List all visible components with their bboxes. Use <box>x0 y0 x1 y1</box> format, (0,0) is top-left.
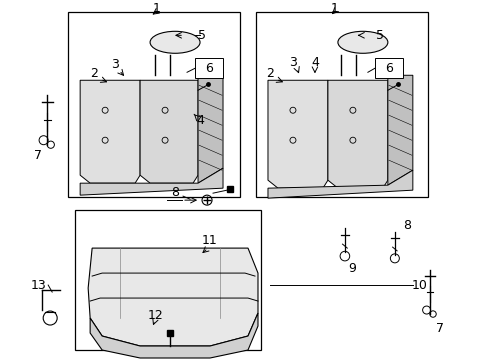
Text: 2: 2 <box>90 67 98 80</box>
Polygon shape <box>80 80 140 183</box>
Polygon shape <box>140 80 198 183</box>
Polygon shape <box>327 80 387 188</box>
Text: 5: 5 <box>375 29 383 42</box>
Text: 4: 4 <box>310 56 318 69</box>
Text: 8: 8 <box>171 186 179 199</box>
Text: 1: 1 <box>330 2 338 15</box>
Text: 6: 6 <box>384 62 392 75</box>
Text: 2: 2 <box>265 67 273 80</box>
Ellipse shape <box>337 31 387 53</box>
Text: 10: 10 <box>411 279 427 292</box>
Polygon shape <box>267 170 412 198</box>
Text: 13: 13 <box>30 279 46 292</box>
Text: 3: 3 <box>111 58 119 71</box>
Polygon shape <box>267 80 327 188</box>
Text: 1: 1 <box>153 2 161 15</box>
Text: 3: 3 <box>288 56 296 69</box>
Polygon shape <box>80 168 223 195</box>
Text: 11: 11 <box>202 234 218 247</box>
Text: 8: 8 <box>402 219 410 231</box>
Bar <box>374 58 402 78</box>
Polygon shape <box>198 75 223 183</box>
Bar <box>255 12 427 197</box>
Polygon shape <box>387 75 412 185</box>
Text: 9: 9 <box>347 262 355 275</box>
Bar <box>68 12 240 197</box>
Text: 7: 7 <box>34 149 42 162</box>
Polygon shape <box>88 248 258 346</box>
Polygon shape <box>90 313 258 358</box>
Text: 12: 12 <box>147 309 163 321</box>
Bar <box>195 58 223 78</box>
Text: 4: 4 <box>196 114 203 127</box>
Text: 5: 5 <box>198 29 205 42</box>
Text: 6: 6 <box>204 62 213 75</box>
Bar <box>75 210 261 350</box>
Text: 7: 7 <box>435 321 443 334</box>
Ellipse shape <box>150 31 200 53</box>
